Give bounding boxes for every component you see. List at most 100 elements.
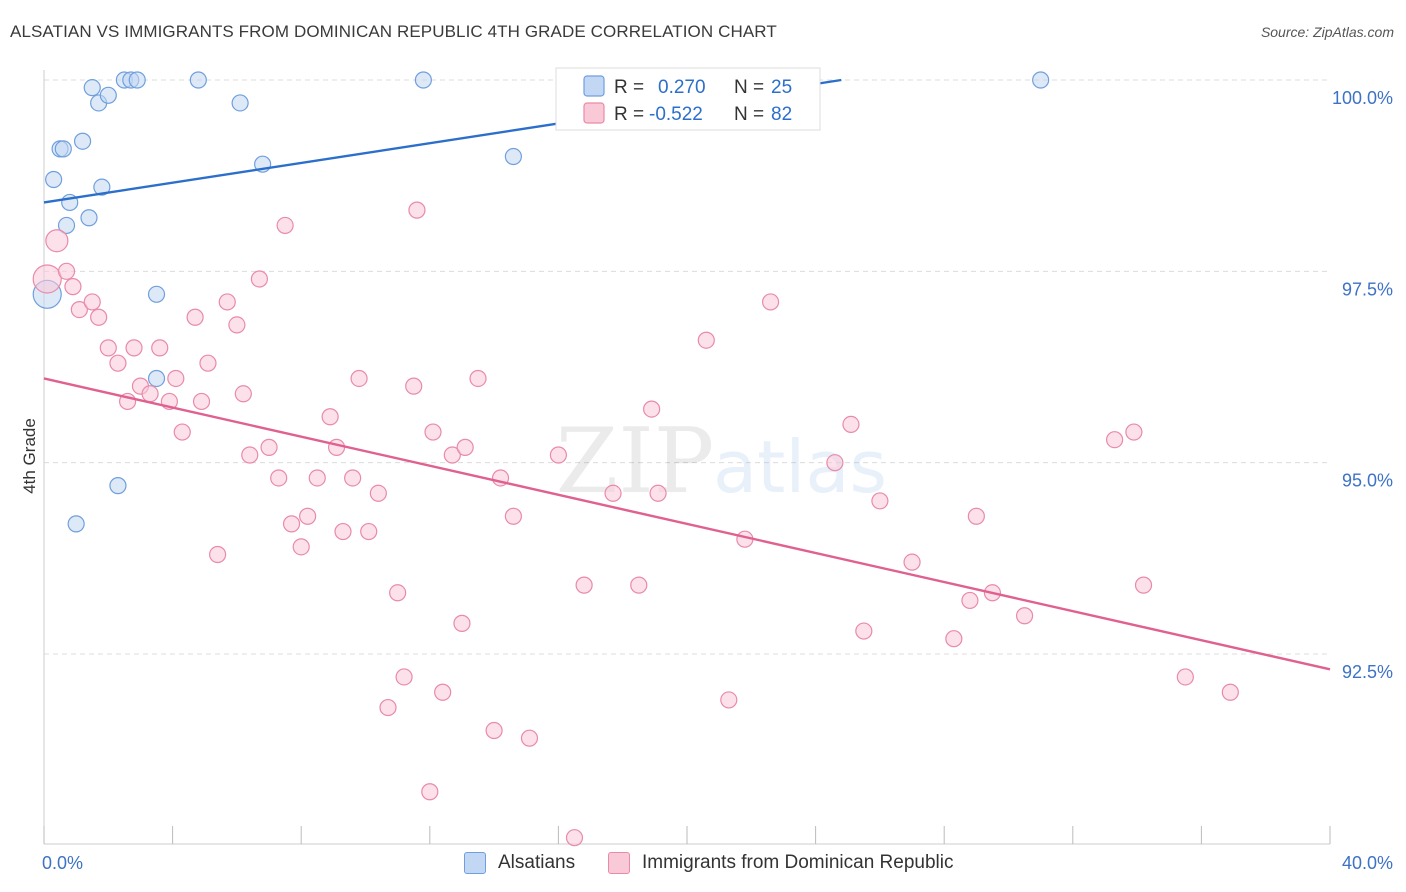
legend-top-swatch-alsatians — [583, 75, 605, 97]
dominican-point — [45, 229, 69, 253]
alsatians-point — [128, 71, 146, 89]
alsatians-point — [99, 86, 117, 104]
dominican-point — [276, 216, 294, 235]
legend-top-r-value-dominican: -0.522 — [649, 104, 703, 125]
points-layer — [32, 71, 1239, 847]
dominican-point — [842, 415, 860, 433]
alsatians-point — [93, 178, 111, 196]
dominican-trend-line — [43, 377, 1331, 671]
dominican-point — [395, 668, 413, 686]
alsatians-point — [109, 477, 127, 495]
legend-top: R = 0.270 N = 25 R = -0.522 N = 82 — [555, 67, 821, 131]
watermark-atlas: atlas — [713, 425, 887, 509]
y-tick-label: 97.5% — [1342, 279, 1393, 299]
watermark-zip: ZIP — [556, 409, 715, 514]
alsatians-point — [45, 170, 63, 189]
y-tick-label: 92.5% — [1342, 662, 1393, 682]
dominican-point — [903, 553, 921, 571]
alsatians-point — [54, 140, 72, 158]
dominican-point — [334, 522, 352, 541]
source-label: Source: ZipAtlas.com — [1260, 24, 1394, 40]
dominican-point — [327, 438, 346, 456]
dominican-point — [443, 446, 461, 464]
dominican-point — [32, 264, 62, 294]
dominican-point — [649, 484, 667, 502]
dominican-point — [408, 201, 426, 219]
legend-top-swatch-dominican — [583, 102, 605, 124]
dominican-point — [434, 683, 452, 701]
legend-label-dominican: Immigrants from Dominican Republic — [642, 852, 954, 873]
dominican-point — [1015, 607, 1034, 625]
legend-label-alsatians: Alsatians — [498, 852, 576, 873]
alsatians-point — [80, 209, 98, 227]
dominican-point — [720, 691, 738, 709]
alsatians-point — [231, 94, 249, 112]
dominican-point — [826, 454, 844, 472]
x-tick-label: 0.0% — [42, 853, 83, 873]
dominican-point — [350, 369, 368, 388]
dominican-point — [549, 446, 568, 464]
legend-top-n-label-alsatians: N = — [734, 77, 764, 98]
dominican-point — [308, 469, 326, 487]
dominican-point — [421, 783, 439, 801]
axes-layer: 100.0% 97.5% 95.0% 92.5% 0.0% 40.0% 4th Grade — [20, 70, 1393, 873]
alsatians-point — [73, 132, 92, 150]
legend-swatch-alsatians — [464, 852, 486, 874]
legend-top-n-value-alsatians: 25 — [771, 77, 792, 98]
dominican-point — [70, 301, 88, 319]
dominican-point — [453, 614, 471, 632]
dominican-point — [871, 492, 889, 510]
dominican-point — [1105, 431, 1124, 449]
dominican-point — [228, 316, 246, 334]
dominican-point — [90, 308, 108, 326]
y-axis-title: 4th Grade — [20, 418, 39, 494]
dominican-point — [967, 507, 985, 525]
alsatians-point — [57, 216, 76, 235]
x-tick-label: 40.0% — [1342, 853, 1393, 873]
dominican-point — [282, 515, 301, 533]
alsatians-point — [83, 79, 101, 97]
dominican-point — [151, 339, 169, 357]
dominican-point — [504, 507, 522, 525]
dominican-point — [57, 262, 76, 280]
dominican-point — [945, 630, 963, 648]
dominican-point — [270, 469, 288, 487]
legend-top-r-value-alsatians: 0.270 — [658, 77, 706, 98]
y-tick-label: 100.0% — [1332, 88, 1393, 108]
dominican-point — [389, 584, 407, 602]
alsatians-point — [67, 515, 85, 533]
dominican-point — [173, 423, 191, 441]
dominican-point — [125, 339, 143, 357]
dominican-point — [186, 308, 204, 326]
dominican-point — [260, 438, 278, 456]
watermark: ZIP atlas — [556, 409, 887, 514]
dominican-point — [520, 729, 539, 747]
dominican-point — [83, 293, 101, 311]
dominican-point — [109, 354, 127, 372]
dominican-point — [167, 369, 185, 388]
dominican-point — [321, 408, 339, 426]
dominican-point — [199, 354, 217, 372]
dominican-point — [1176, 668, 1194, 686]
dominican-point — [192, 392, 211, 411]
legend-top-r-label-dominican: R = — [614, 104, 644, 125]
dominican-point — [630, 576, 648, 594]
dominican-point — [1125, 423, 1143, 441]
grid-layer — [44, 79, 1330, 655]
alsatians-point — [504, 147, 522, 166]
alsatians-point — [1032, 71, 1050, 89]
legend-top-r-label-alsatians: R = — [614, 77, 644, 98]
legend-top-n-value-dominican: 82 — [771, 104, 792, 125]
dominican-point — [250, 270, 269, 288]
dominican-point — [299, 507, 317, 525]
dominican-point — [141, 385, 159, 403]
dominican-point — [761, 293, 780, 311]
dominican-point — [469, 369, 487, 388]
dominican-point — [961, 591, 979, 610]
dominican-point — [292, 538, 310, 556]
dominican-point — [360, 522, 378, 541]
alsatians-point — [189, 71, 207, 89]
dominican-point — [643, 400, 661, 418]
dominican-point — [241, 446, 259, 464]
